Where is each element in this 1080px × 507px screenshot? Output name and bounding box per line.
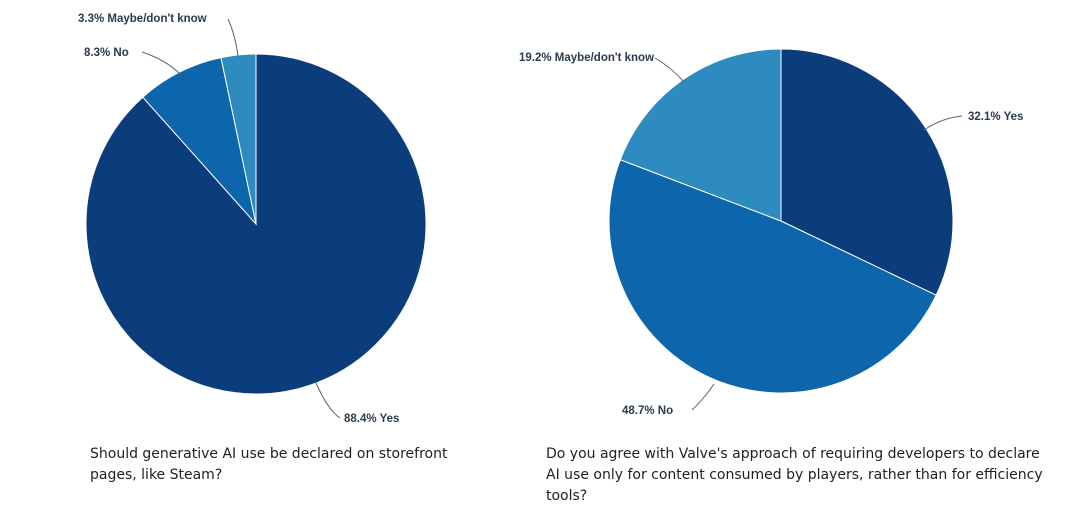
- slice-maybe: [220, 53, 257, 225]
- slice-yes: [780, 48, 954, 296]
- slice-label-maybe: 19.2% Maybe/don't know: [519, 52, 654, 64]
- leader-line-maybe: [654, 57, 685, 83]
- leader-line-no: [141, 51, 181, 75]
- slice-label-yes: 88.4% Yes: [344, 413, 399, 425]
- slice-label-no: 8.3% No: [84, 47, 129, 59]
- pie-chart-valve-approach: 32.1% Yes 48.7% No 19.2% Maybe/don't kno…: [519, 48, 1023, 417]
- leader-line-maybe: [227, 18, 239, 57]
- slice-label-yes: 32.1% Yes: [968, 111, 1023, 123]
- chart-caption-storefront: Should generative AI use be declared on …: [90, 446, 448, 483]
- slice-label-maybe: 3.3% Maybe/don't know: [78, 13, 207, 25]
- leader-line-yes: [923, 115, 963, 131]
- pie-chart-storefront-declaration: 88.4% Yes 8.3% No 3.3% Maybe/don't know: [78, 13, 427, 425]
- slice-label-no: 48.7% No: [622, 405, 673, 417]
- leader-line-yes: [315, 382, 341, 419]
- charts-canvas: 88.4% Yes 8.3% No 3.3% Maybe/don't know …: [78, 13, 1023, 425]
- slice-maybe: [619, 48, 782, 222]
- slice-no: [608, 159, 937, 394]
- slice-no: [142, 57, 257, 226]
- leader-line-no: [691, 383, 715, 411]
- chart-caption-valve: Do you agree with Valve's approach of re…: [546, 446, 1043, 504]
